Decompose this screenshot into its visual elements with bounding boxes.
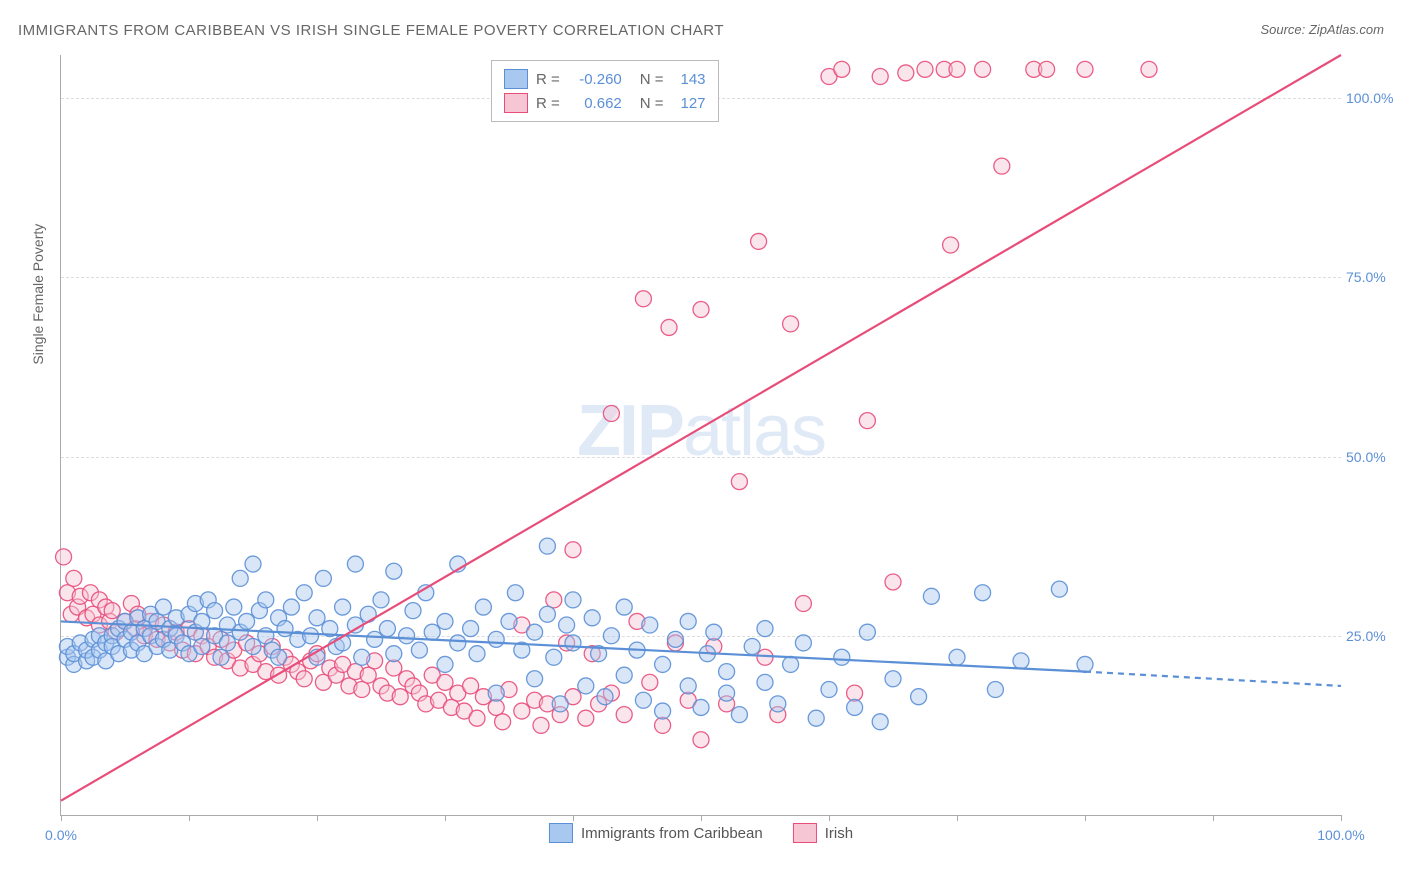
source-prefix: Source: [1260,22,1308,37]
plot-area: ZIPatlas 25.0%50.0%75.0%100.0%0.0%100.0%… [60,55,1341,816]
swatch-irish [504,93,528,113]
n-value-caribbean: 143 [672,71,706,88]
y-tick-label: 25.0% [1346,628,1401,644]
swatch-irish [793,823,817,843]
r-value-caribbean: -0.260 [568,71,622,88]
series-name-irish: Irish [825,825,853,842]
y-tick-label: 100.0% [1346,90,1401,106]
y-tick-label: 75.0% [1346,269,1401,285]
swatch-caribbean [549,823,573,843]
n-label: N = [640,71,664,88]
source-attribution: Source: ZipAtlas.com [1260,22,1384,37]
r-value-irish: 0.662 [568,95,622,112]
chart-svg [61,55,1341,815]
n-label: N = [640,95,664,112]
legend-row-caribbean: R = -0.260 N = 143 [504,67,706,91]
correlation-legend: R = -0.260 N = 143 R = 0.662 N = 127 [491,60,719,122]
series-name-caribbean: Immigrants from Caribbean [581,825,763,842]
legend-item-caribbean: Immigrants from Caribbean [549,823,763,843]
r-label: R = [536,71,560,88]
n-value-irish: 127 [672,95,706,112]
x-tick-label: 100.0% [1317,827,1364,843]
legend-row-irish: R = 0.662 N = 127 [504,91,706,115]
swatch-caribbean [504,69,528,89]
chart-title: IMMIGRANTS FROM CARIBBEAN VS IRISH SINGL… [18,22,724,39]
x-tick-label: 0.0% [45,827,77,843]
r-label: R = [536,95,560,112]
y-axis-title: Single Female Poverty [30,224,46,365]
legend-item-irish: Irish [793,823,853,843]
source-name: ZipAtlas.com [1309,22,1384,37]
series-legend: Immigrants from Caribbean Irish [549,823,853,843]
y-tick-label: 50.0% [1346,449,1401,465]
